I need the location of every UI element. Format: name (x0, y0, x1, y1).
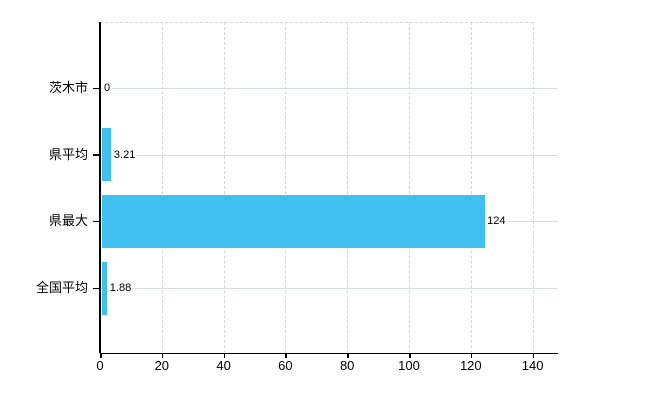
x-gridline (161, 22, 163, 353)
x-axis-line (100, 352, 558, 354)
category-label: 県最大 (48, 213, 88, 229)
category-label: 県平均 (48, 146, 88, 162)
x-tick-label: 100 (398, 358, 420, 373)
y-tick-mark (93, 220, 100, 223)
x-tick-label: 60 (278, 358, 293, 373)
x-tick-mark (100, 353, 102, 358)
x-tick-mark (285, 353, 287, 358)
x-tick-mark (470, 353, 473, 358)
bar (101, 261, 108, 315)
y-tick-mark (93, 287, 100, 290)
x-gridline (285, 22, 287, 353)
x-gridline (409, 22, 410, 353)
x-tick-label: 120 (459, 358, 482, 373)
value-label: 1.88 (107, 280, 134, 297)
category-label: 全国平均 (35, 280, 88, 296)
x-tick-mark (409, 353, 411, 358)
x-tick-mark (223, 353, 226, 358)
y-axis-line (99, 22, 101, 353)
category-gridline (100, 88, 558, 89)
x-tick-label: 40 (216, 358, 231, 373)
x-tick-mark (161, 353, 164, 358)
value-label: 124 (485, 213, 508, 230)
plot-top-border (100, 22, 533, 23)
bar (101, 194, 485, 248)
x-tick-label: 0 (96, 358, 104, 373)
value-label: 3.21 (111, 146, 138, 163)
category-label: 茨木市 (48, 80, 88, 95)
category-gridline (100, 154, 558, 156)
x-gridline (532, 22, 534, 353)
x-tick-mark (532, 353, 535, 358)
category-gridline (100, 288, 558, 290)
x-tick-label: 80 (339, 358, 355, 373)
x-gridline (347, 22, 349, 353)
bar (101, 128, 112, 182)
y-tick-mark (93, 87, 100, 89)
x-tick-mark (347, 353, 349, 358)
x-gridline (470, 22, 472, 353)
x-gridline (223, 22, 225, 353)
x-tick-label: 20 (154, 358, 170, 373)
value-label: 0 (102, 80, 113, 96)
x-tick-label: 140 (521, 358, 544, 373)
y-tick-mark (93, 154, 100, 156)
